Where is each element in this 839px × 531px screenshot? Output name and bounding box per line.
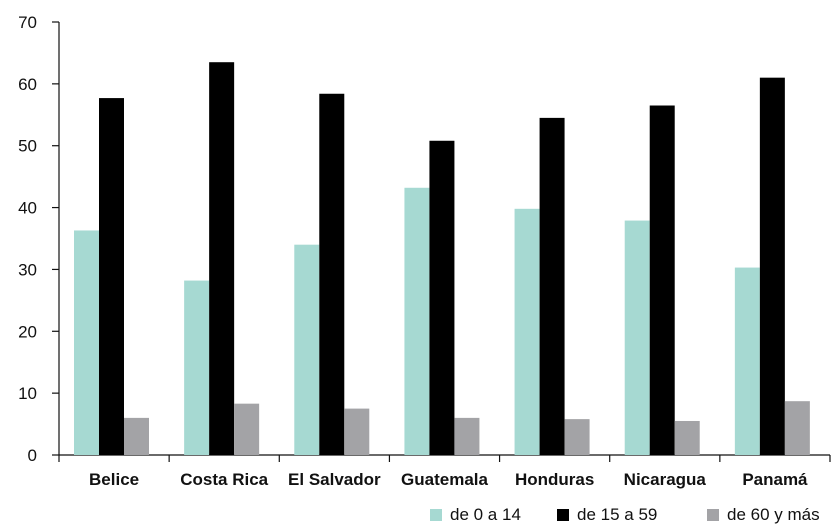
bar-age-15-59 (209, 62, 235, 455)
y-tick-label: 20 (18, 322, 37, 341)
bar-age-0-14 (74, 230, 99, 455)
bars (74, 62, 810, 456)
y-axis: 0 10 20 30 40 50 60 70 (18, 13, 60, 465)
bar-age-0-14 (404, 187, 430, 455)
bar-age-0-14 (184, 280, 210, 455)
bar-age-60-plus (124, 417, 149, 455)
bar-age-15-59 (759, 77, 785, 456)
y-tick-label: 30 (18, 260, 37, 279)
y-tick-label: 60 (18, 75, 37, 94)
bar-age-15-59 (649, 105, 675, 455)
bar-age-0-14 (624, 220, 650, 455)
legend-swatch (430, 509, 442, 521)
bar-age-15-59 (429, 140, 455, 455)
legend-label: de 0 a 14 (450, 505, 521, 524)
x-category-label: El Salvador (288, 470, 381, 489)
bar-age-0-14 (514, 208, 540, 455)
bar-age-15-59 (539, 117, 565, 455)
legend-label: de 60 y más (727, 505, 820, 524)
bar-age-0-14 (294, 244, 320, 455)
x-category-label: Guatemala (401, 470, 488, 489)
bar-age-0-14 (734, 267, 760, 455)
y-tick-label: 40 (18, 199, 37, 218)
bar-age-60-plus (344, 408, 370, 455)
legend-label: de 15 a 59 (577, 505, 657, 524)
bar-age-60-plus (454, 417, 480, 455)
bar-age-60-plus (784, 401, 810, 455)
bar-age-60-plus (564, 419, 590, 455)
bar-age-15-59 (319, 93, 345, 456)
bar-age-60-plus (234, 403, 260, 455)
y-tick-label: 10 (18, 384, 37, 403)
x-category-label: Panamá (742, 470, 808, 489)
legend: de 0 a 14 de 15 a 59 de 60 y más (430, 505, 820, 524)
bar-age-60-plus (674, 420, 700, 455)
x-category-label: Costa Rica (180, 470, 268, 489)
x-category-label: Nicaragua (624, 470, 707, 489)
x-axis: Belice Costa Rica El Salvador Guatemala Hond… (58, 454, 831, 489)
y-tick-label: 0 (28, 446, 37, 465)
x-category-label: Honduras (515, 470, 594, 489)
bar-age-15-59 (99, 98, 124, 455)
legend-swatch (557, 509, 569, 521)
x-category-label: Belice (89, 470, 139, 489)
legend-swatch (707, 509, 719, 521)
y-tick-label: 70 (18, 13, 37, 32)
y-tick-label: 50 (18, 137, 37, 156)
